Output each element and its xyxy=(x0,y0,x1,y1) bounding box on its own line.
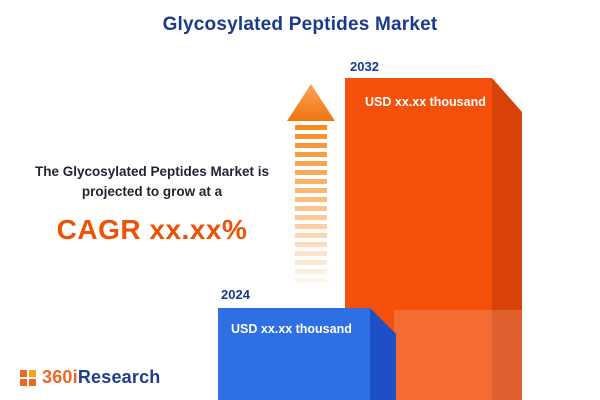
growth-arrow xyxy=(287,84,335,289)
arrow-up-icon xyxy=(287,84,335,121)
logo: 360iResearch xyxy=(20,367,161,388)
bar-2024-value-label: USD xx.xx thousand xyxy=(231,322,352,336)
bar-2024-side xyxy=(370,308,396,400)
bar-2032-shade-overlay xyxy=(394,310,522,400)
logo-text: 360iResearch xyxy=(42,367,161,388)
description-line-1: The Glycosylated Peptides Market is xyxy=(34,164,270,179)
arrow-dashes xyxy=(295,125,327,287)
bar-2032-year-label: 2032 xyxy=(350,59,379,74)
bar-2024-year-label: 2024 xyxy=(221,287,250,302)
chart-title: Glycosylated Peptides Market xyxy=(162,14,438,35)
logo-grid-icon xyxy=(20,369,36,386)
bar-2032-value-label: USD xx.xx thousand xyxy=(365,95,486,109)
logo-suffix: Research xyxy=(77,367,161,387)
description: The Glycosylated Peptides Market is proj… xyxy=(6,162,298,251)
bar-2024-front xyxy=(218,308,370,400)
logo-prefix: 360i xyxy=(42,367,78,387)
description-line-2: projected to grow at a xyxy=(81,183,223,199)
cagr-value: CAGR xx.xx% xyxy=(56,214,248,246)
bar-2032-side xyxy=(492,78,522,400)
